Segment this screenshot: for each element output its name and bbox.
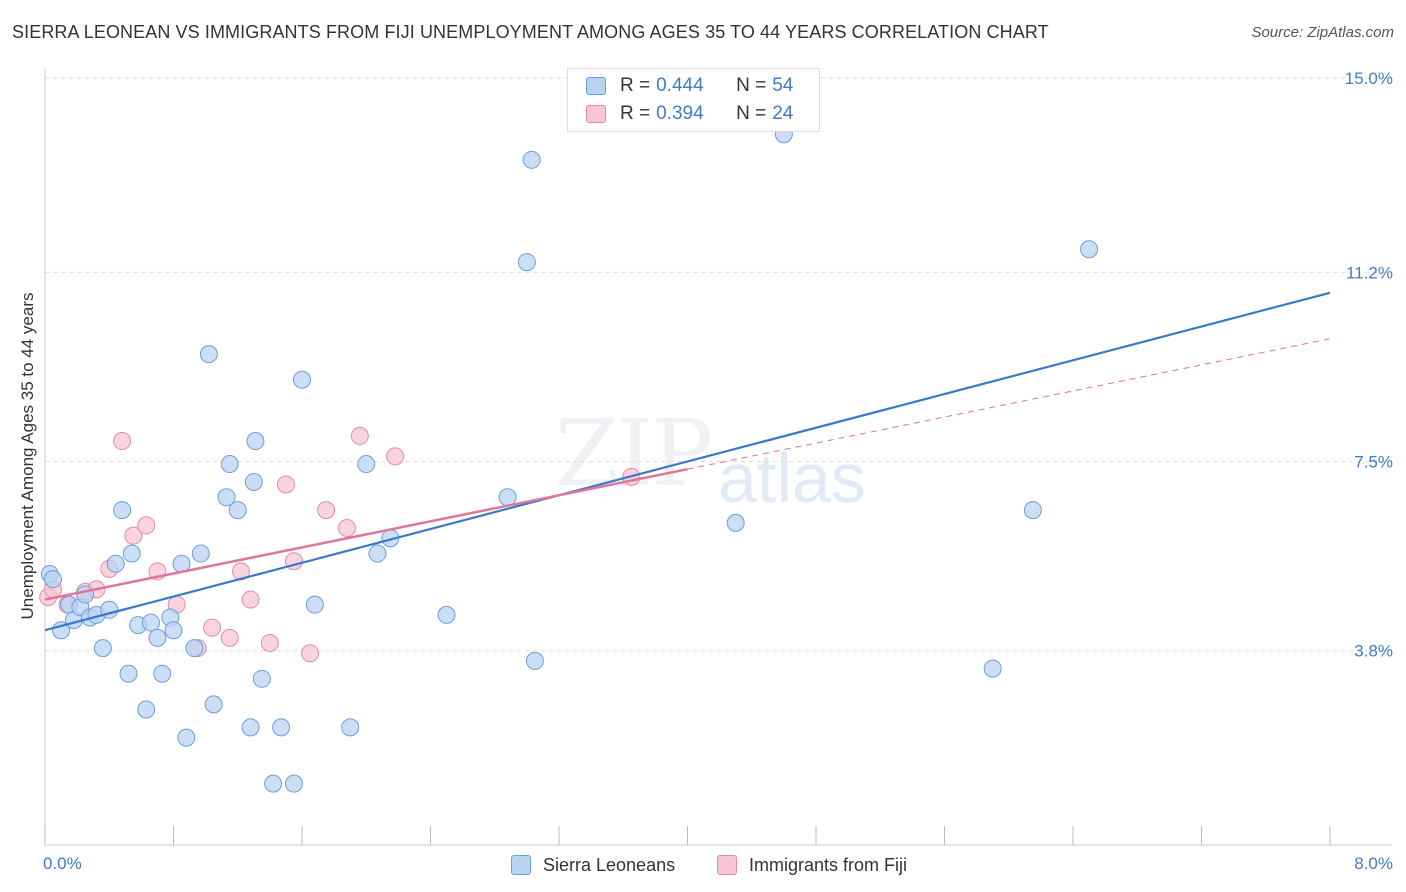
sierra-leonean-point[interactable]: [341, 718, 360, 737]
sierra-leonean-point[interactable]: [246, 432, 265, 451]
sierra-leonean-point[interactable]: [93, 639, 112, 658]
sierra-leonean-point[interactable]: [522, 150, 541, 169]
sierra-leonean-point[interactable]: [244, 472, 263, 491]
legend-swatch-blue: [586, 77, 606, 95]
fiji-point[interactable]: [317, 501, 336, 520]
fiji-point[interactable]: [241, 590, 260, 609]
sierra-leonean-point[interactable]: [525, 651, 544, 670]
sierra-leonean-point[interactable]: [284, 774, 303, 793]
sierra-leonean-point[interactable]: [76, 585, 95, 604]
y-tick-label: 11.2%: [1346, 263, 1393, 282]
sierra-leonean-point[interactable]: [199, 345, 218, 364]
sierra-leonean-point[interactable]: [217, 488, 236, 507]
legend-row-fiji: R = 0.394 N = 24: [586, 100, 793, 128]
fiji-trendline-extension: [687, 338, 1331, 470]
bottom-legend-fiji[interactable]: Immigrants from Fiji: [717, 851, 907, 879]
bottom-legend-sierra-leoneans[interactable]: Sierra Leoneans: [511, 851, 675, 879]
sierra-leonean-point[interactable]: [241, 718, 260, 737]
sierra-leonean-point[interactable]: [368, 544, 387, 563]
fiji-point[interactable]: [137, 516, 156, 535]
sierra-leonean-trendline: [44, 291, 1331, 632]
legend-r-label: R =: [620, 103, 651, 124]
sierra-leonean-point[interactable]: [177, 728, 196, 747]
sierra-leonean-point[interactable]: [517, 253, 536, 272]
legend-swatch-blue: [511, 855, 531, 875]
sierra-leonean-point[interactable]: [44, 570, 63, 589]
sierra-leonean-point[interactable]: [113, 501, 132, 520]
sierra-leonean-point[interactable]: [220, 455, 239, 474]
legend-swatch-pink: [586, 105, 606, 123]
sierra-leonean-point[interactable]: [204, 695, 223, 714]
fiji-point[interactable]: [260, 634, 279, 653]
sierra-leonean-point[interactable]: [137, 700, 156, 719]
stats-legend: R = 0.444 N = 54 R = 0.394 N = 24: [567, 68, 820, 132]
source-label[interactable]: Source: ZipAtlas.com: [1251, 24, 1394, 41]
sierra-leonean-point[interactable]: [437, 605, 456, 624]
sierra-leonean-point[interactable]: [252, 669, 271, 688]
fiji-point[interactable]: [350, 426, 369, 445]
sierra-leonean-point[interactable]: [264, 774, 283, 793]
fiji-trendline: [44, 467, 688, 601]
y-tick-label: 15.0%: [1345, 69, 1393, 88]
legend-n-value: 54: [772, 75, 794, 96]
fiji-point[interactable]: [231, 562, 250, 581]
sierra-leonean-point[interactable]: [119, 664, 138, 683]
sierra-leonean-point[interactable]: [122, 544, 141, 563]
fiji-point[interactable]: [203, 618, 222, 637]
fiji-point[interactable]: [220, 628, 239, 647]
legend-r-value: 0.444: [656, 75, 704, 96]
legend-swatch-pink: [717, 855, 737, 875]
x-tick-label: 8.0%: [1354, 854, 1393, 873]
legend-r-label: R =: [620, 75, 651, 96]
sierra-leonean-point[interactable]: [153, 664, 172, 683]
y-tick-label: 7.5%: [1354, 453, 1393, 472]
sierra-leonean-point[interactable]: [357, 455, 376, 474]
sierra-leonean-point[interactable]: [983, 659, 1002, 678]
legend-label: Immigrants from Fiji: [749, 854, 908, 875]
sierra-leonean-point[interactable]: [293, 370, 311, 389]
y-tick-label: 3.8%: [1354, 642, 1393, 661]
sierra-leonean-point[interactable]: [272, 718, 291, 737]
legend-label: Sierra Leoneans: [543, 854, 676, 875]
sierra-leonean-point[interactable]: [142, 613, 161, 632]
sierra-leonean-point[interactable]: [1023, 501, 1042, 520]
fiji-point[interactable]: [113, 432, 132, 451]
sierra-leonean-point[interactable]: [185, 639, 204, 658]
legend-r-value: 0.394: [656, 103, 704, 124]
fiji-point[interactable]: [276, 475, 295, 494]
fiji-point[interactable]: [337, 518, 356, 537]
fiji-point[interactable]: [301, 644, 320, 663]
watermark-atlas: atlas: [718, 439, 866, 517]
sierra-leonean-point[interactable]: [726, 513, 745, 532]
chart-title: SIERRA LEONEAN VS IMMIGRANTS FROM FIJI U…: [12, 22, 1049, 42]
fiji-point[interactable]: [124, 526, 143, 545]
fiji-point[interactable]: [386, 447, 405, 466]
legend-n-label: N =: [736, 103, 767, 124]
legend-row-sierra-leoneans: R = 0.444 N = 54: [586, 72, 793, 100]
legend-n-value: 24: [772, 103, 794, 124]
sierra-leonean-point[interactable]: [1080, 240, 1099, 259]
sierra-leonean-point[interactable]: [305, 595, 324, 614]
legend-n-label: N =: [736, 75, 767, 96]
sierra-leonean-point[interactable]: [164, 621, 183, 640]
x-tick-label: 0.0%: [43, 854, 82, 873]
sierra-leonean-point[interactable]: [191, 544, 210, 563]
sierra-leonean-point[interactable]: [148, 628, 167, 647]
sierra-leonean-point[interactable]: [106, 554, 125, 573]
sierra-leonean-point[interactable]: [228, 501, 247, 520]
